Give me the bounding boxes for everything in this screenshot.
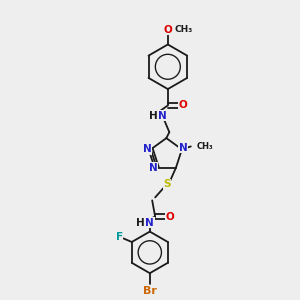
Text: F: F: [116, 232, 123, 242]
Text: H: H: [148, 111, 157, 121]
Text: N: N: [158, 111, 167, 121]
Text: O: O: [178, 100, 187, 110]
Text: O: O: [166, 212, 174, 222]
Text: N: N: [179, 143, 188, 153]
Text: N: N: [146, 218, 154, 228]
Text: S: S: [163, 179, 171, 189]
Text: N: N: [143, 144, 152, 154]
Text: CH₃: CH₃: [197, 142, 213, 151]
Text: H: H: [136, 218, 145, 228]
Text: O: O: [164, 25, 172, 34]
Text: Br: Br: [143, 286, 157, 296]
Text: CH₃: CH₃: [174, 25, 193, 34]
Text: N: N: [149, 163, 158, 173]
